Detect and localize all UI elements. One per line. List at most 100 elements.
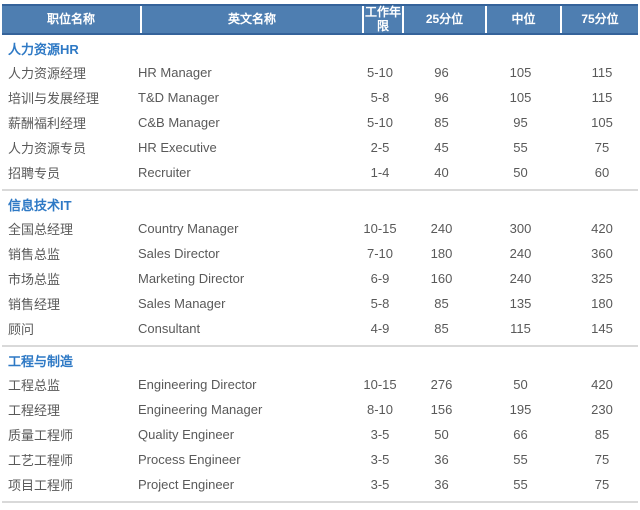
section-header: 人力资源HR [8, 42, 79, 57]
table-row: 培训与发展经理 T&D Manager 5-8 96 105 115 [0, 85, 640, 110]
cell-job-title: 工程总监 [8, 378, 61, 393]
cell-p75: 60 [594, 165, 610, 180]
cell-years: 6-9 [370, 271, 390, 286]
cell-p75: 230 [591, 402, 613, 417]
section-header: 工程与制造 [8, 354, 74, 369]
cell-p25: 156 [430, 402, 453, 417]
cell-p25: 50 [434, 427, 449, 442]
cell-p25: 96 [434, 65, 449, 80]
cell-p25: 85 [434, 296, 449, 311]
cell-p25: 180 [430, 246, 453, 261]
cell-english-name: HR Executive [138, 140, 217, 155]
cell-p75: 85 [594, 427, 610, 442]
cell-english-name: Sales Manager [138, 296, 226, 311]
cell-median: 195 [509, 402, 532, 417]
table-row: 工艺工程师 Process Engineer 3-5 36 55 75 [0, 447, 640, 472]
cell-median: 240 [509, 271, 532, 286]
cell-p25: 85 [434, 115, 449, 130]
cell-english-name: Engineering Director [138, 377, 257, 392]
cell-p75: 420 [591, 221, 613, 236]
cell-median: 115 [510, 321, 531, 336]
section-header: 信息技术IT [8, 198, 72, 213]
cell-job-title: 质量工程师 [8, 428, 74, 443]
table-row: 人力资源专员 HR Executive 2-5 45 55 75 [0, 135, 640, 160]
cell-p25: 36 [434, 452, 449, 467]
table-row: 人力资源经理 HR Manager 5-10 96 105 115 [0, 60, 640, 85]
cell-median: 300 [509, 221, 532, 236]
cell-years: 10-15 [363, 377, 397, 392]
cell-job-title: 培训与发展经理 [8, 91, 100, 106]
cell-p25: 240 [430, 221, 453, 236]
cell-years: 2-5 [370, 140, 390, 155]
cell-p75: 75 [594, 140, 610, 155]
cell-years: 10-15 [363, 221, 397, 236]
cell-years: 3-5 [370, 452, 390, 467]
cell-median: 55 [513, 452, 528, 467]
table-row: 全国总经理 Country Manager 10-15 240 300 420 [0, 216, 640, 241]
column-header-english-name: 英文名称 [140, 6, 362, 33]
cell-years: 5-10 [366, 115, 394, 130]
cell-english-name: Consultant [138, 321, 201, 336]
cell-median: 55 [513, 140, 528, 155]
cell-english-name: Engineering Manager [138, 402, 263, 417]
cell-english-name: Country Manager [138, 221, 239, 236]
column-header-median: 中位 [485, 6, 560, 33]
table-body: 人力资源HR 人力资源经理 HR Manager 5-10 96 105 115 培训与发展经… [0, 39, 640, 503]
cell-p25: 96 [434, 90, 449, 105]
cell-median: 105 [509, 65, 532, 80]
cell-english-name: Quality Engineer [138, 427, 235, 442]
cell-years: 8-10 [366, 402, 394, 417]
column-header-p25: 25分位 [402, 6, 485, 33]
cell-years: 4-9 [370, 321, 390, 336]
cell-p75: 420 [591, 377, 613, 392]
table-row: 销售总监 Sales Director 7-10 180 240 360 [0, 241, 640, 266]
cell-p75: 360 [591, 246, 613, 261]
cell-years: 1-4 [370, 165, 390, 180]
cell-years: 3-5 [370, 477, 390, 492]
section-divider [2, 501, 638, 503]
cell-english-name: C&B Manager [138, 115, 220, 130]
cell-p25: 85 [434, 321, 449, 336]
cell-p75: 115 [591, 90, 613, 105]
cell-p75: 180 [591, 296, 613, 311]
cell-job-title: 顾问 [8, 322, 35, 337]
table-row: 市场总监 Marketing Director 6-9 160 240 325 [0, 266, 640, 291]
cell-p75: 75 [594, 452, 610, 467]
table-row: 薪酬福利经理 C&B Manager 5-10 85 95 105 [0, 110, 640, 135]
cell-job-title: 全国总经理 [8, 222, 74, 237]
cell-english-name: T&D Manager [138, 90, 219, 105]
cell-median: 135 [509, 296, 532, 311]
cell-job-title: 人力资源经理 [8, 66, 87, 81]
cell-english-name: HR Manager [138, 65, 212, 80]
table-header-row: 职位名称 英文名称 工作年限 25分位 中位 75分位 [2, 4, 638, 35]
cell-job-title: 招聘专员 [8, 166, 61, 181]
cell-job-title: 薪酬福利经理 [8, 116, 87, 131]
cell-median: 50 [513, 377, 528, 392]
cell-years: 5-8 [370, 90, 390, 105]
table-row: 工程总监 Engineering Director 10-15 276 50 420 [0, 372, 640, 397]
column-header-job-title: 职位名称 [46, 11, 95, 26]
cell-job-title: 销售总监 [8, 247, 61, 262]
cell-english-name: Project Engineer [138, 477, 235, 492]
cell-p25: 36 [434, 477, 449, 492]
cell-english-name: Sales Director [138, 246, 220, 261]
cell-job-title: 市场总监 [8, 272, 61, 287]
cell-years: 3-5 [370, 427, 390, 442]
cell-english-name: Process Engineer [138, 452, 241, 467]
cell-p75: 325 [591, 271, 613, 286]
cell-median: 50 [513, 165, 528, 180]
cell-p25: 276 [430, 377, 453, 392]
cell-p75: 75 [594, 477, 610, 492]
cell-years: 5-8 [370, 296, 390, 311]
table-row: 质量工程师 Quality Engineer 3-5 50 66 85 [0, 422, 640, 447]
cell-median: 66 [513, 427, 528, 442]
cell-job-title: 人力资源专员 [8, 141, 87, 156]
table-row: 工程经理 Engineering Manager 8-10 156 195 230 [0, 397, 640, 422]
column-header-years: 工作年限 [362, 5, 402, 33]
cell-job-title: 销售经理 [8, 297, 61, 312]
cell-job-title: 工艺工程师 [8, 453, 74, 468]
table-row: 顾问 Consultant 4-9 85 115 145 [0, 316, 640, 341]
cell-p25: 45 [434, 140, 449, 155]
cell-years: 5-10 [366, 65, 394, 80]
